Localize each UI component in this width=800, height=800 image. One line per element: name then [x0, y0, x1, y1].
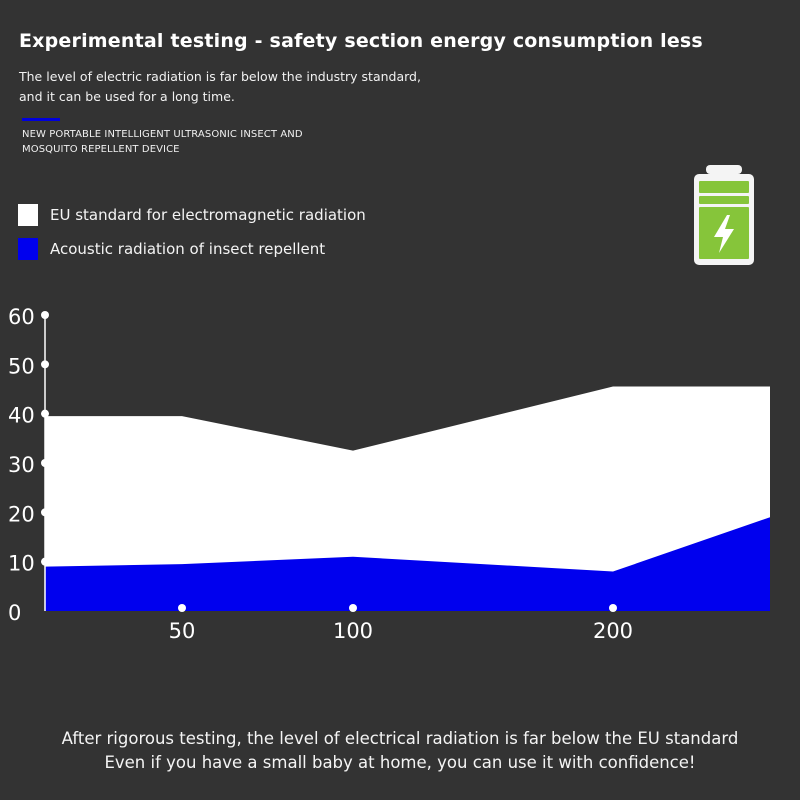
device-color-bar: [22, 118, 60, 121]
legend-item-acoustic-radiation: Acoustic radiation of insect repellent: [18, 238, 325, 260]
y-tick-dot: [41, 508, 49, 517]
y-tick-dot: [41, 557, 49, 566]
y-tick-label: 0: [8, 601, 21, 625]
area-chart: 0 10 20 30 40 50 60 50 100 200: [8, 305, 770, 640]
footer-line-2: Even if you have a small baby at home, y…: [104, 753, 696, 772]
y-tick-dot: [41, 459, 49, 467]
y-tick-label: 60: [8, 305, 35, 329]
x-tick-label: 100: [333, 619, 373, 640]
y-tick-dot: [41, 311, 49, 319]
y-tick-label: 50: [8, 354, 35, 378]
subtitle: The level of electric radiation is far b…: [19, 67, 421, 107]
x-tick-dot: [609, 604, 617, 612]
footer: After rigorous testing, the level of ele…: [0, 727, 800, 775]
series-area-acoustic-radiation: [45, 517, 770, 611]
device-label-line-1: NEW PORTABLE INTELLIGENT ULTRASONIC INSE…: [22, 129, 303, 140]
y-tick-label: 30: [8, 453, 35, 477]
y-tick-dot: [41, 409, 49, 418]
x-tick-dot: [349, 604, 357, 612]
x-tick-label: 50: [169, 619, 196, 640]
battery-charging-icon: [692, 163, 756, 271]
subtitle-line-2: and it can be used for a long time.: [19, 89, 235, 104]
y-tick-dot: [41, 360, 49, 369]
footer-line-1: After rigorous testing, the level of ele…: [61, 729, 739, 748]
y-tick-label: 40: [8, 404, 35, 428]
device-label-line-2: MOSQUITO REPELLENT DEVICE: [22, 144, 180, 155]
legend-label: EU standard for electromagnetic radiatio…: [50, 206, 366, 224]
subtitle-line-1: The level of electric radiation is far b…: [19, 69, 421, 84]
y-tick-label: 20: [8, 502, 35, 526]
legend-item-eu-standard: EU standard for electromagnetic radiatio…: [18, 204, 366, 226]
legend-swatch-blue: [18, 238, 38, 260]
y-tick-label: 10: [8, 552, 35, 576]
page-title: Experimental testing - safety section en…: [19, 30, 703, 52]
legend-swatch-white: [18, 204, 38, 226]
x-tick-label: 200: [593, 619, 633, 640]
series-area-eu-standard: [45, 386, 770, 611]
legend-label: Acoustic radiation of insect repellent: [50, 240, 326, 258]
x-tick-dot: [178, 604, 186, 612]
device-label: NEW PORTABLE INTELLIGENT ULTRASONIC INSE…: [22, 127, 303, 157]
